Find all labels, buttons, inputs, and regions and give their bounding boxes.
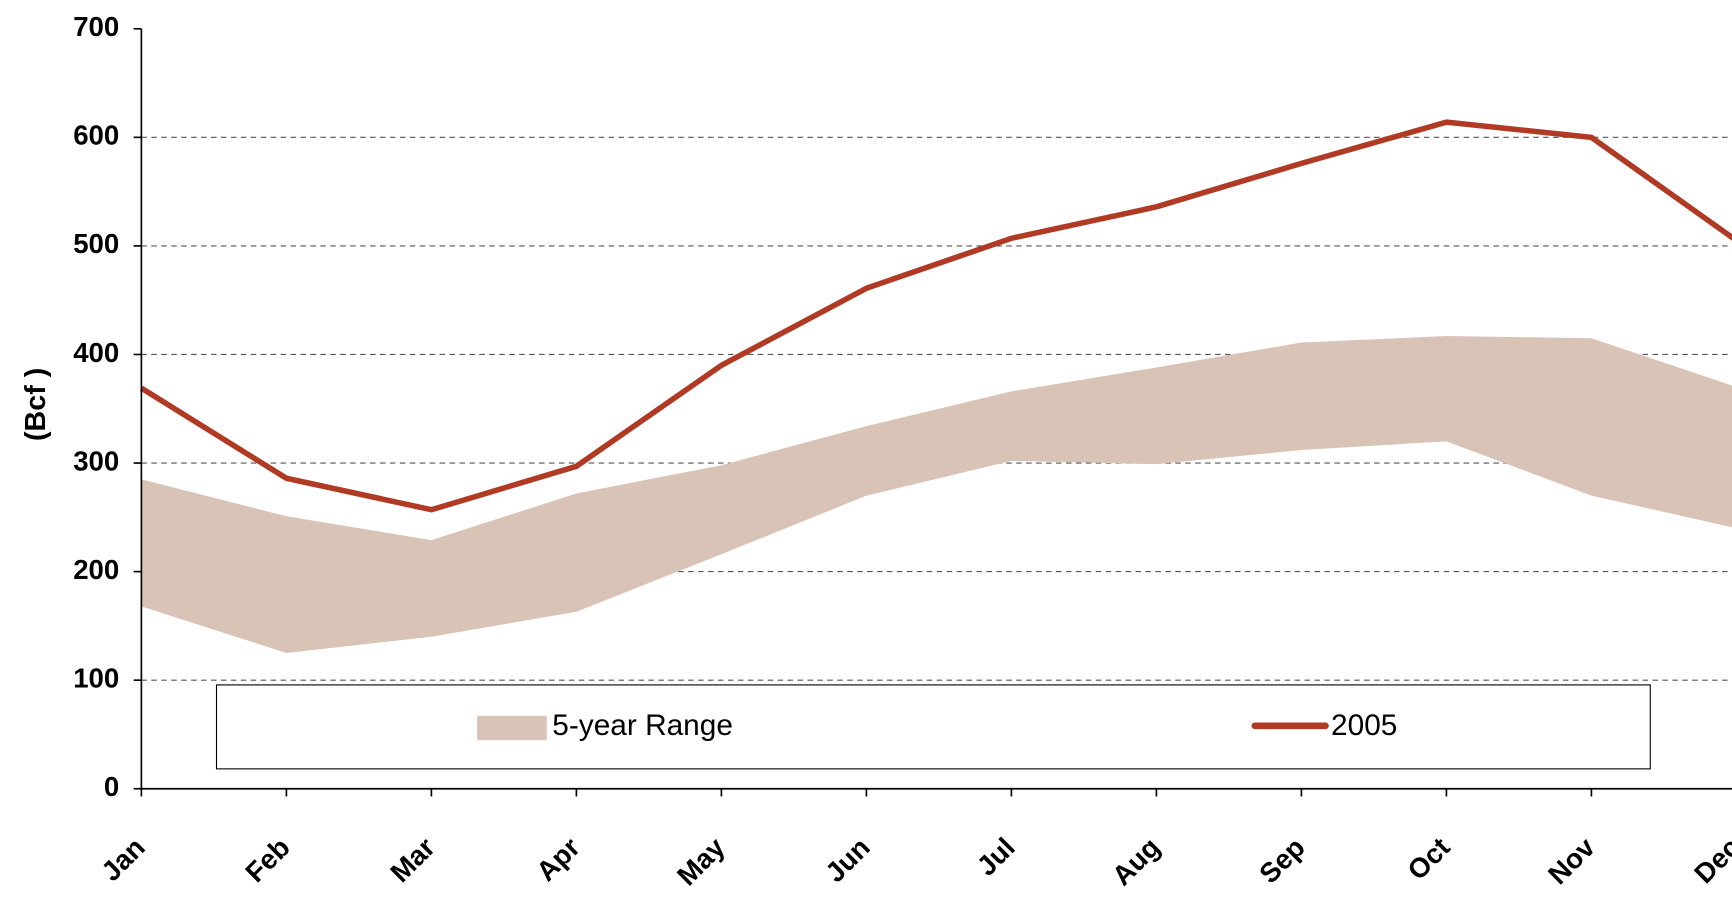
line-2005	[139, 119, 1732, 513]
legend-swatch	[477, 715, 547, 741]
y-tick-label: 300	[73, 445, 119, 476]
x-tick-label: Mar	[384, 831, 441, 888]
legend-label: 2005	[1331, 709, 1397, 742]
x-tick-label: Jul	[971, 831, 1021, 881]
x-tick-label: Apr	[530, 831, 586, 887]
y-tick-label: 400	[73, 337, 119, 368]
legend-label: 5-year Range	[552, 709, 733, 742]
y-tick-label: 500	[73, 228, 119, 259]
x-tick-label: Aug	[1106, 831, 1166, 891]
range-band	[141, 336, 1732, 654]
x-tick-label: Jan	[95, 831, 151, 887]
y-tick-label: 0	[104, 771, 119, 802]
x-tick-label: Feb	[239, 831, 296, 888]
y-tick-label: 100	[73, 662, 119, 693]
y-axis-label: (Bcf )	[20, 368, 52, 441]
x-tick-label: May	[671, 831, 731, 891]
y-tick-label: 700	[73, 11, 119, 42]
x-tick-label: Dec	[1688, 831, 1732, 889]
y-tick-label: 200	[73, 554, 119, 585]
x-tick-label: Sep	[1253, 831, 1311, 889]
x-tick-label: Jun	[819, 831, 876, 888]
y-tick-label: 600	[73, 120, 119, 151]
x-tick-label: Oct	[1401, 831, 1455, 885]
legend-box	[215, 684, 1651, 770]
x-tick-label: Nov	[1542, 831, 1601, 890]
